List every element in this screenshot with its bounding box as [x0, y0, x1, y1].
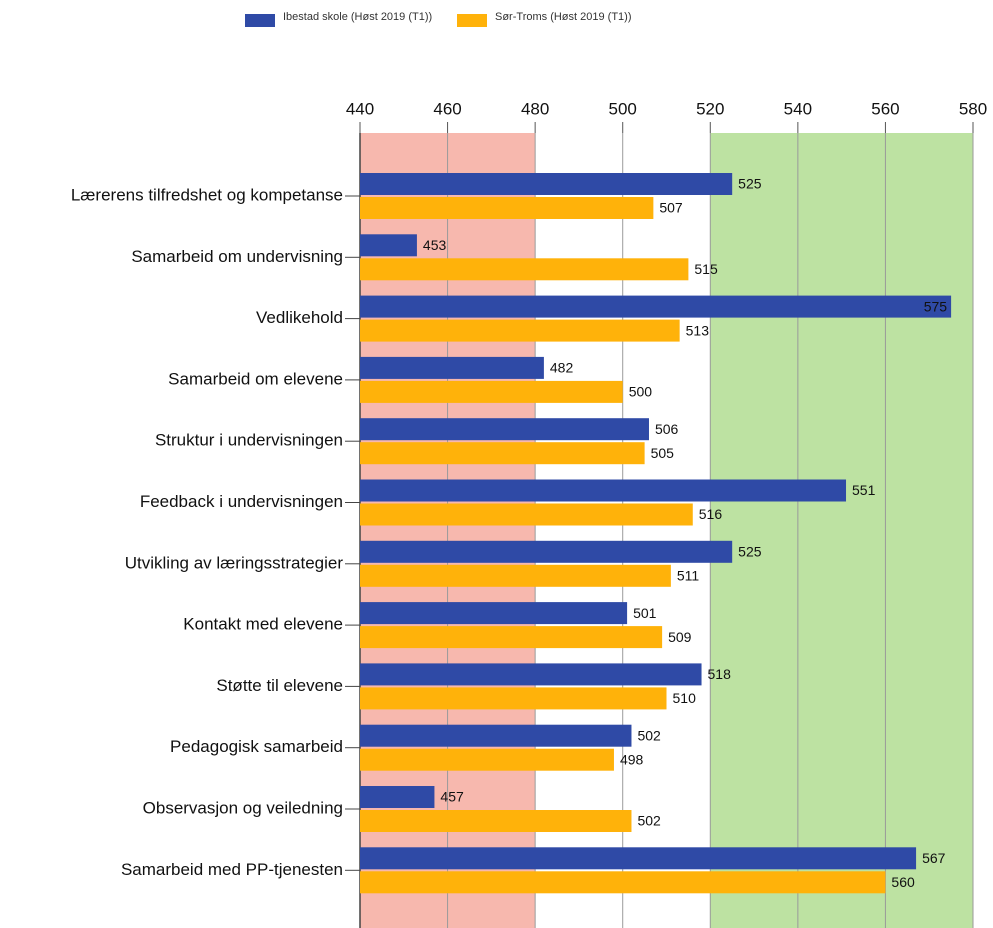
value-label: 453 [423, 237, 447, 253]
y-tick-label: Pedagogisk samarbeid [170, 737, 343, 756]
y-tick-label: Vedlikehold [256, 308, 343, 327]
bar [360, 234, 417, 257]
bar [360, 418, 649, 441]
value-label: 482 [550, 360, 574, 376]
x-tick-label: 460 [433, 99, 461, 118]
y-tick-label: Samarbeid om elevene [168, 369, 343, 388]
legend-item: Ibestad skole (Høst 2019 (T1)) [245, 10, 443, 27]
value-label: 567 [922, 850, 946, 866]
y-tick-label: Lærerens tilfredshet og kompetanse [71, 185, 343, 204]
bar [360, 442, 645, 465]
value-label: 513 [686, 322, 710, 338]
legend-item: Sør-Troms (Høst 2019 (T1)) [457, 10, 655, 27]
value-label: 457 [440, 789, 464, 805]
value-label: 509 [668, 629, 692, 645]
bar [360, 602, 628, 625]
value-label: 515 [694, 261, 718, 277]
y-tick-label: Samarbeid om undervisning [131, 247, 343, 266]
value-label: 498 [620, 751, 644, 767]
bar [360, 564, 671, 587]
x-tick-label: 560 [871, 99, 899, 118]
x-tick-label: 500 [609, 99, 637, 118]
value-label: 575 [924, 298, 948, 314]
value-label: 516 [699, 506, 723, 522]
bar [360, 626, 663, 649]
x-tick-label: 580 [959, 99, 987, 118]
bar [360, 663, 702, 686]
bar [360, 871, 886, 894]
value-label: 511 [677, 568, 700, 584]
value-label: 502 [637, 813, 661, 829]
bar [360, 847, 917, 870]
value-label: 500 [629, 384, 653, 400]
value-label: 502 [637, 727, 661, 743]
value-label: 525 [738, 544, 762, 560]
legend-swatch [245, 14, 275, 27]
bar [360, 295, 952, 318]
bar [360, 786, 435, 808]
bar [360, 479, 847, 502]
x-tick-label: 440 [346, 99, 374, 118]
x-tick-label: 480 [521, 99, 549, 118]
bar [360, 810, 632, 832]
y-tick-label: Feedback i undervisningen [140, 492, 343, 511]
y-tick-label: Observasjon og veiledning [143, 798, 343, 817]
value-label: 560 [891, 874, 915, 890]
value-label: 510 [673, 690, 697, 706]
value-label: 505 [651, 445, 675, 461]
bar [360, 197, 654, 219]
y-tick-label: Støtte til elevene [216, 676, 343, 695]
bar [360, 258, 689, 281]
legend-label: Sør-Troms (Høst 2019 (T1)) [495, 11, 632, 23]
bar [360, 356, 544, 379]
value-label: 551 [852, 482, 876, 498]
bar [360, 380, 623, 403]
bar [360, 748, 614, 771]
value-label: 506 [655, 421, 679, 437]
bar [360, 173, 733, 195]
bar [360, 687, 667, 710]
legend-label: Ibestad skole (Høst 2019 (T1)) [283, 11, 433, 23]
legend: Ibestad skole (Høst 2019 (T1)) Sør-Troms … [245, 10, 655, 27]
x-tick-label: 520 [696, 99, 724, 118]
value-label: 518 [708, 666, 732, 682]
bar [360, 724, 632, 747]
y-tick-label: Kontakt med elevene [183, 615, 343, 634]
value-label: 501 [633, 605, 657, 621]
y-tick-label: Samarbeid med PP-tjenesten [121, 860, 343, 879]
bar [360, 540, 733, 563]
value-label: 507 [659, 200, 683, 216]
zone [710, 133, 973, 928]
bar [360, 503, 693, 526]
legend-swatch [457, 14, 487, 27]
value-label: 525 [738, 176, 762, 192]
bar [360, 319, 680, 342]
y-tick-label: Struktur i undervisningen [155, 431, 343, 450]
x-tick-label: 540 [784, 99, 812, 118]
y-tick-label: Utvikling av læringsstrategier [125, 553, 344, 572]
